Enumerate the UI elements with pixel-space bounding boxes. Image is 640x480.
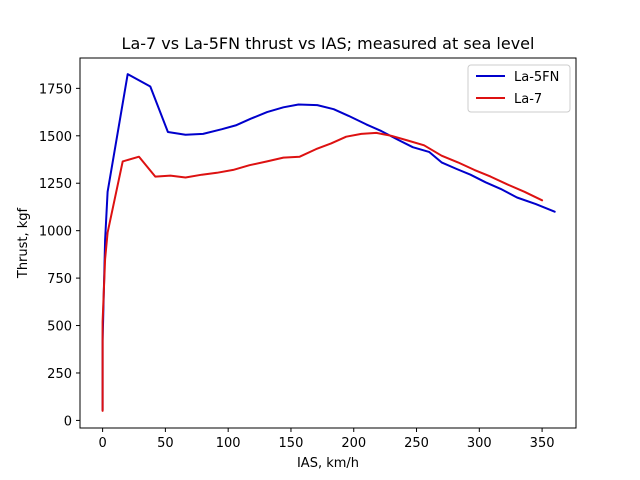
y-tick-label: 750 <box>47 272 72 287</box>
plot-area-frame <box>79 57 577 429</box>
legend-label-la-5fn: La-5FN <box>514 70 559 85</box>
y-tick-label: 500 <box>47 320 72 335</box>
x-tick-label: 350 <box>530 436 555 451</box>
y-tick-label: 1250 <box>39 177 72 192</box>
x-axis: 0 50 100 150 200 250 300 350 <box>98 428 555 451</box>
y-tick-label: 1750 <box>39 82 72 97</box>
y-tick-label: 250 <box>47 367 72 382</box>
x-tick-label: 150 <box>279 436 304 451</box>
x-tick-label: 100 <box>216 436 241 451</box>
series-line-la-5fn <box>101 73 556 411</box>
y-tick-label: 1500 <box>39 130 72 145</box>
x-tick-label: 250 <box>404 436 429 451</box>
x-axis-label: IAS, km/h <box>297 456 359 471</box>
y-tick-label: 0 <box>64 414 72 429</box>
series-layer <box>101 73 556 412</box>
x-tick-label: 200 <box>341 436 366 451</box>
x-tick-label: 300 <box>467 436 492 451</box>
legend-label-la-7: La-7 <box>514 92 542 107</box>
legend: La-5FN La-7 <box>467 64 571 113</box>
x-tick-label: 0 <box>98 436 106 451</box>
y-axis: 0 250 500 750 1000 1250 1500 1750 <box>39 82 80 429</box>
y-tick-label: 1000 <box>39 225 72 240</box>
series-line-la-7 <box>101 131 544 412</box>
x-tick-label: 50 <box>157 436 174 451</box>
chart-title: La-7 vs La-5FN thrust vs IAS; measured a… <box>122 34 535 53</box>
y-axis-label: Thrust, kgf <box>16 207 31 279</box>
